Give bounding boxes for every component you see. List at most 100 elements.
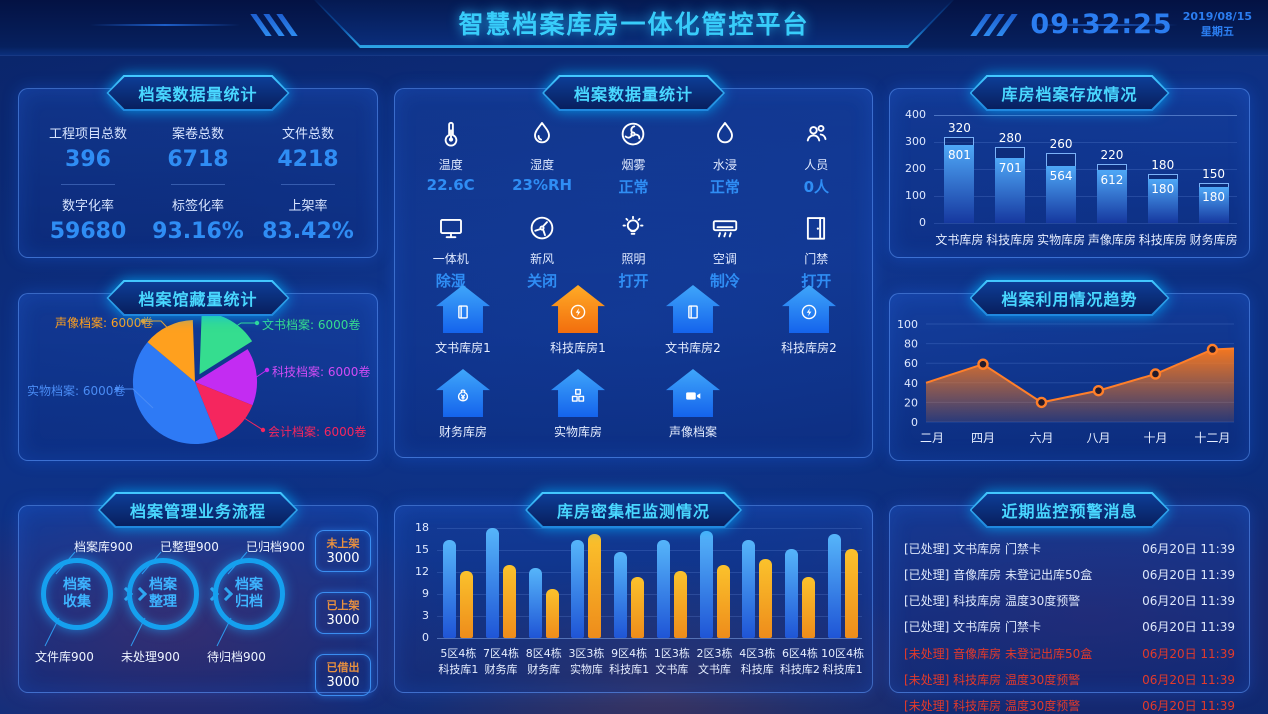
sensor-label: 一体机 [432, 252, 469, 266]
gridline [437, 594, 862, 595]
bar-blue [614, 552, 628, 638]
sensor-一体机: 一体机 除湿 [405, 213, 496, 291]
bar-blue [486, 528, 500, 638]
divider-line [281, 184, 335, 185]
clock-time: 09:32:25 [1030, 9, 1173, 40]
x-tick-label: 7区4栋 财务库 [483, 647, 520, 676]
pie-label-tech: 科技档案: 6000卷 [272, 365, 371, 379]
sensor-value: 22.6C [426, 176, 475, 194]
x-tick-label: 4区3栋 科技库 [739, 647, 776, 676]
sensor-烟雾: 烟雾 正常 [588, 119, 679, 197]
gridline [437, 528, 862, 529]
alert-time: 06月20日 11:39 [1142, 646, 1235, 661]
stat-label: 案卷总数 [171, 127, 224, 142]
clock-date: 2019/08/15 星期五 [1183, 10, 1252, 40]
panel-title: 档案馆藏量统计 [108, 282, 287, 314]
alert-row[interactable]: [未处理] 音像库房 未登记出库50盒 06月20日 11:39 [904, 641, 1235, 667]
panel-archive-data-stats: 档案数据量统计 工程项目总数 396 案卷总数 6718 文件总数 4218 数字化率 596… [18, 88, 378, 258]
warehouse-item[interactable]: 声像档案 [643, 369, 743, 440]
warehouse-item[interactable]: 文书库房1 [413, 285, 513, 356]
x-tick-label: 9区4栋 科技库1 [609, 647, 650, 676]
warehouse-item[interactable]: 文书库房2 [643, 285, 743, 356]
warehouse-item[interactable]: 实物库房 [528, 369, 628, 440]
panel-title-badge: 库房档案存放情况 [969, 75, 1169, 111]
gridline [437, 550, 862, 551]
document-house-icon [436, 285, 490, 333]
flow-status-box: 未上架 3000 [315, 530, 371, 572]
y-tick-label: 15 [415, 543, 429, 556]
sensor-value: 正常 [709, 178, 740, 196]
sensor-label: 照明 [621, 252, 646, 266]
sensor-新风: 新风 关闭 [496, 213, 587, 291]
x-tick-label: 声像库房 [1087, 233, 1136, 247]
sensor-label: 湿度 [530, 158, 555, 172]
bar-blue [699, 531, 713, 638]
pie-label-physical: 实物档案: 6000卷 [27, 384, 126, 398]
svg-text:20: 20 [904, 396, 918, 409]
panel-collection-stats: 档案馆藏量统计 声像档案: 6000卷 文书档案: 6000卷 科技档案: 60… [18, 293, 378, 461]
bar-orange [503, 564, 517, 638]
stat-value: 396 [65, 147, 111, 172]
stored-bar: 612 [1096, 170, 1127, 223]
svg-text:六月: 六月 [1029, 431, 1053, 445]
alert-row[interactable]: [已处理] 科技库房 温度30度预警 06月20日 11:39 [904, 588, 1235, 614]
panel-title: 档案数据量统计 [108, 77, 287, 109]
title-plate: 智慧档案库房一体化管控平台 [314, 0, 954, 48]
panel-usage-trend: 档案利用情况趋势 100 80 60 40 20 0 二月 四月 六月 八月 十月 十二月 [889, 293, 1250, 461]
pie-label-accounting: 会计档案: 6000卷 [268, 425, 367, 439]
sensor-空调: 空调 制冷 [679, 213, 770, 291]
sensor-湿度: 湿度 23%RH [496, 119, 587, 197]
sensor-value: 关闭 [527, 272, 558, 290]
sensor-照明: 照明 打开 [588, 213, 679, 291]
alert-row[interactable]: [已处理] 文书库房 门禁卡 06月20日 11:39 [904, 614, 1235, 640]
bar-blue [784, 549, 798, 638]
svg-text:十二月: 十二月 [1194, 431, 1230, 445]
sensor-value: 23%RH [512, 176, 573, 194]
warehouse-item[interactable]: 财务库房 [413, 369, 513, 440]
flow-step-circle: 档案 归档 [213, 558, 285, 630]
stat-label: 上架率 [288, 199, 328, 214]
weekday-value: 星期五 [1200, 24, 1234, 38]
alert-row[interactable]: [已处理] 音像库房 未登记出库50盒 06月20日 11:39 [904, 562, 1235, 588]
sensor-value: 制冷 [709, 272, 740, 290]
stats-row: 工程项目总数 396 案卷总数 6718 文件总数 4218 [33, 123, 363, 172]
y-tick-label: 3 [422, 609, 429, 622]
storage-bar-chart: 400 300 200 100 0 320 801 文书库房 280 701 科技库房 260 564 实… [890, 89, 1249, 257]
flow-bottom-label: 待归档900 [207, 650, 266, 664]
panel-title: 档案利用情况趋势 [971, 282, 1167, 314]
panel-environment: 档案数据量统计 温度 22.6C 湿度 23%RH 烟雾 正常 水浸 正常 人员 0人 一体机 除湿新… [394, 88, 873, 458]
flow-zone: 档案库900 档案 收集 文件库900 已整理900 档案 整理 未处理900 已归档900 档案… [19, 506, 377, 696]
pie-label-document: 文书档案: 6000卷 [262, 318, 361, 332]
pie-label-audio-visual: 声像档案: 6000卷 [55, 316, 154, 330]
alert-row[interactable]: [未处理] 科技库房 温度30度预警 06月20日 11:39 [904, 693, 1235, 714]
warehouse-item[interactable]: 科技库房2 [759, 285, 859, 356]
gridline [934, 115, 1237, 116]
warehouse-label: 财务库房 [438, 425, 487, 439]
bar-orange [759, 558, 773, 638]
panel-cabinet-monitor: 库房密集柜监测情况 18 15 12 9 3 0 5区4栋 科技库1 7区4栋 财务库 8区4栋 财务… [394, 505, 873, 693]
alert-row[interactable]: [已处理] 文书库房 门禁卡 06月20日 11:39 [904, 536, 1235, 562]
thermometer-icon [405, 119, 496, 153]
capacity-label: 260 [1049, 136, 1073, 151]
flow-top-label: 已归档900 [246, 540, 305, 554]
alert-row[interactable]: [未处理] 科技库房 温度30度预警 06月20日 11:39 [904, 667, 1235, 693]
alert-message: [未处理] 科技库房 温度30度预警 [904, 672, 1081, 687]
media-house-icon [666, 369, 720, 417]
alert-message: [未处理] 科技库房 温度30度预警 [904, 698, 1081, 713]
collection-pie-chart [114, 312, 270, 445]
y-tick-label: 18 [415, 521, 429, 534]
warehouse-item[interactable]: 科技库房1 [528, 285, 628, 356]
header-decor-line-right [1028, 24, 1178, 26]
stat-value: 6718 [167, 147, 229, 172]
alert-list: [已处理] 文书库房 门禁卡 06月20日 11:39 [已处理] 音像库房 未登记… [890, 506, 1249, 714]
header: 智慧档案库房一体化管控平台 09:32:25 2019/08/15 星期五 [0, 0, 1268, 56]
object-house-icon [551, 369, 605, 417]
stat-label: 标签化率 [171, 199, 224, 214]
panel-title: 库房密集柜监测情况 [527, 494, 740, 526]
tech-house-icon [551, 285, 605, 333]
x-tick-label: 2区3栋 文书库 [696, 647, 733, 676]
warehouse-label: 实物库房 [553, 425, 602, 439]
bar-orange [844, 549, 858, 638]
alert-time: 06月20日 11:39 [1142, 594, 1235, 609]
